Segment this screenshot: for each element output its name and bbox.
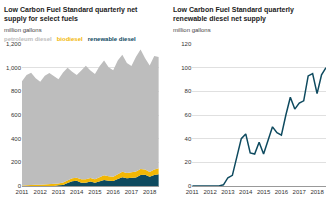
svg-text:2016: 2016 bbox=[107, 189, 121, 195]
svg-text:2013: 2013 bbox=[221, 189, 235, 195]
svg-text:40: 40 bbox=[185, 136, 192, 142]
svg-text:2013: 2013 bbox=[52, 189, 66, 195]
svg-text:2015: 2015 bbox=[257, 189, 271, 195]
svg-text:2011: 2011 bbox=[16, 189, 30, 195]
svg-text:million gallons: million gallons bbox=[173, 27, 211, 33]
svg-text:2014: 2014 bbox=[70, 189, 84, 195]
svg-text:2011: 2011 bbox=[186, 189, 200, 195]
svg-text:2015: 2015 bbox=[88, 189, 102, 195]
svg-text:1,200: 1,200 bbox=[6, 41, 22, 47]
svg-text:80: 80 bbox=[185, 88, 192, 94]
svg-text:600: 600 bbox=[11, 112, 22, 118]
svg-text:2017: 2017 bbox=[125, 189, 139, 195]
svg-text:2012: 2012 bbox=[34, 189, 48, 195]
svg-text:million gallons: million gallons bbox=[4, 27, 42, 33]
svg-text:2017: 2017 bbox=[293, 189, 307, 195]
svg-text:60: 60 bbox=[185, 112, 192, 118]
svg-text:petroleum diesel biodiesel: petroleum diesel biodiesel renewable die… bbox=[4, 36, 136, 42]
svg-text:2016: 2016 bbox=[275, 189, 289, 195]
svg-text:2014: 2014 bbox=[239, 189, 253, 195]
svg-text:0: 0 bbox=[18, 183, 22, 189]
svg-text:2018: 2018 bbox=[143, 189, 157, 195]
svg-text:1,000: 1,000 bbox=[6, 65, 22, 71]
svg-text:100: 100 bbox=[181, 65, 192, 71]
svg-text:Low Carbon Fuel Standard quart: Low Carbon Fuel Standard quarterlyrenewa… bbox=[173, 6, 294, 23]
svg-text:2018: 2018 bbox=[310, 189, 324, 195]
svg-text:Low Carbon Fuel Standard quart: Low Carbon Fuel Standard quarterly netsu… bbox=[4, 6, 138, 23]
svg-text:120: 120 bbox=[181, 41, 192, 47]
svg-text:400: 400 bbox=[11, 136, 22, 142]
svg-text:2012: 2012 bbox=[203, 189, 217, 195]
svg-text:0: 0 bbox=[188, 183, 192, 189]
svg-text:200: 200 bbox=[11, 159, 22, 165]
svg-text:800: 800 bbox=[11, 88, 22, 94]
svg-text:20: 20 bbox=[185, 159, 192, 165]
